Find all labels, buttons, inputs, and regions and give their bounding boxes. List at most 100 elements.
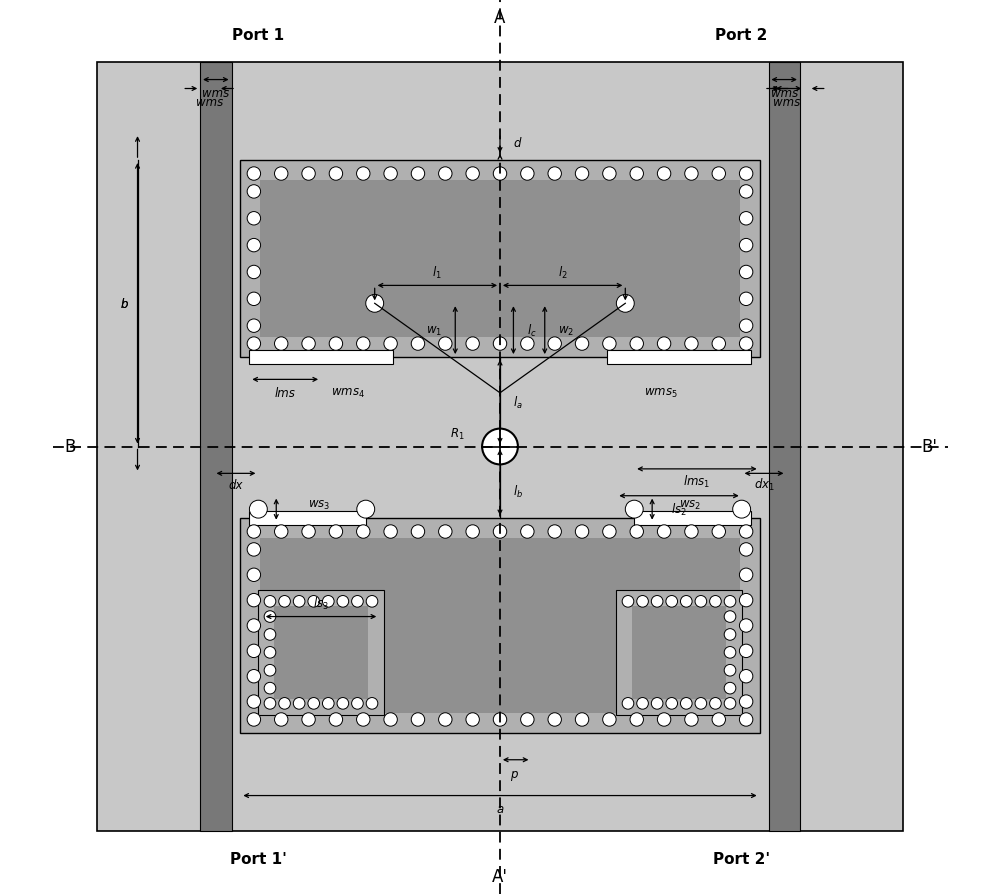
Circle shape bbox=[603, 338, 616, 350]
Circle shape bbox=[247, 594, 261, 607]
Bar bbox=[260, 181, 740, 338]
Circle shape bbox=[352, 697, 363, 710]
Circle shape bbox=[439, 167, 452, 181]
Circle shape bbox=[733, 501, 751, 519]
Circle shape bbox=[247, 213, 261, 225]
Circle shape bbox=[247, 543, 261, 556]
Circle shape bbox=[657, 526, 671, 538]
Circle shape bbox=[739, 526, 753, 538]
Circle shape bbox=[279, 595, 290, 608]
Circle shape bbox=[411, 713, 425, 726]
Circle shape bbox=[548, 167, 561, 181]
Circle shape bbox=[411, 338, 425, 350]
Circle shape bbox=[302, 526, 315, 538]
Circle shape bbox=[264, 647, 276, 658]
Text: $l_b$: $l_b$ bbox=[513, 484, 524, 500]
Text: Port 2': Port 2' bbox=[713, 851, 770, 865]
Circle shape bbox=[739, 569, 753, 582]
Circle shape bbox=[739, 543, 753, 556]
Bar bbox=[607, 351, 751, 365]
Circle shape bbox=[384, 167, 397, 181]
Circle shape bbox=[247, 619, 261, 633]
Circle shape bbox=[322, 697, 334, 710]
Circle shape bbox=[247, 338, 261, 350]
Text: Port 2: Port 2 bbox=[715, 29, 768, 43]
Circle shape bbox=[630, 338, 643, 350]
Circle shape bbox=[466, 338, 479, 350]
Circle shape bbox=[739, 696, 753, 708]
Bar bbox=[274, 606, 368, 699]
Text: $ls_2$: $ls_2$ bbox=[671, 502, 687, 518]
Bar bbox=[634, 511, 751, 526]
Circle shape bbox=[622, 697, 634, 710]
Circle shape bbox=[275, 526, 288, 538]
Circle shape bbox=[357, 167, 370, 181]
Text: $wms_5$: $wms_5$ bbox=[644, 387, 678, 400]
Text: wms: wms bbox=[202, 88, 229, 100]
Circle shape bbox=[739, 293, 753, 306]
Circle shape bbox=[264, 683, 276, 694]
Circle shape bbox=[548, 713, 561, 726]
Circle shape bbox=[337, 697, 349, 710]
Circle shape bbox=[680, 595, 692, 608]
Text: $wms_4$: $wms_4$ bbox=[331, 387, 365, 400]
Text: $l_1$: $l_1$ bbox=[432, 265, 442, 281]
Circle shape bbox=[739, 213, 753, 225]
Circle shape bbox=[685, 713, 698, 726]
Circle shape bbox=[493, 526, 507, 538]
Circle shape bbox=[685, 526, 698, 538]
Circle shape bbox=[666, 595, 678, 608]
Bar bbox=[260, 538, 740, 713]
Circle shape bbox=[264, 595, 276, 608]
Circle shape bbox=[521, 713, 534, 726]
Text: $ws_2$: $ws_2$ bbox=[679, 499, 701, 511]
Circle shape bbox=[575, 167, 589, 181]
Circle shape bbox=[521, 167, 534, 181]
Circle shape bbox=[247, 167, 261, 181]
Circle shape bbox=[739, 338, 753, 350]
Circle shape bbox=[739, 239, 753, 252]
Bar bbox=[97, 63, 903, 831]
Circle shape bbox=[357, 526, 370, 538]
Circle shape bbox=[603, 526, 616, 538]
Circle shape bbox=[384, 713, 397, 726]
Circle shape bbox=[329, 167, 343, 181]
Circle shape bbox=[329, 338, 343, 350]
Text: wms: wms bbox=[196, 97, 223, 109]
Bar bbox=[632, 606, 726, 699]
Circle shape bbox=[357, 338, 370, 350]
Circle shape bbox=[247, 293, 261, 306]
Bar bbox=[249, 511, 366, 526]
Circle shape bbox=[712, 713, 725, 726]
Circle shape bbox=[651, 595, 663, 608]
Circle shape bbox=[651, 697, 663, 710]
Text: B: B bbox=[65, 438, 76, 456]
Circle shape bbox=[247, 645, 261, 658]
Circle shape bbox=[466, 713, 479, 726]
Circle shape bbox=[308, 595, 320, 608]
Circle shape bbox=[548, 526, 561, 538]
Circle shape bbox=[302, 338, 315, 350]
Circle shape bbox=[366, 295, 384, 313]
Circle shape bbox=[275, 338, 288, 350]
Circle shape bbox=[724, 665, 736, 676]
Circle shape bbox=[249, 501, 267, 519]
Text: p: p bbox=[510, 767, 517, 780]
Circle shape bbox=[357, 713, 370, 726]
Circle shape bbox=[302, 167, 315, 181]
Circle shape bbox=[329, 713, 343, 726]
Circle shape bbox=[695, 697, 707, 710]
Text: b: b bbox=[120, 298, 128, 310]
Circle shape bbox=[264, 629, 276, 640]
Circle shape bbox=[630, 167, 643, 181]
Circle shape bbox=[384, 338, 397, 350]
Text: lms: lms bbox=[275, 387, 296, 400]
Text: A: A bbox=[494, 9, 506, 27]
Circle shape bbox=[666, 697, 678, 710]
Circle shape bbox=[724, 629, 736, 640]
Circle shape bbox=[264, 665, 276, 676]
Text: Port 1': Port 1' bbox=[230, 851, 287, 865]
Circle shape bbox=[275, 167, 288, 181]
Circle shape bbox=[439, 526, 452, 538]
Circle shape bbox=[575, 338, 589, 350]
